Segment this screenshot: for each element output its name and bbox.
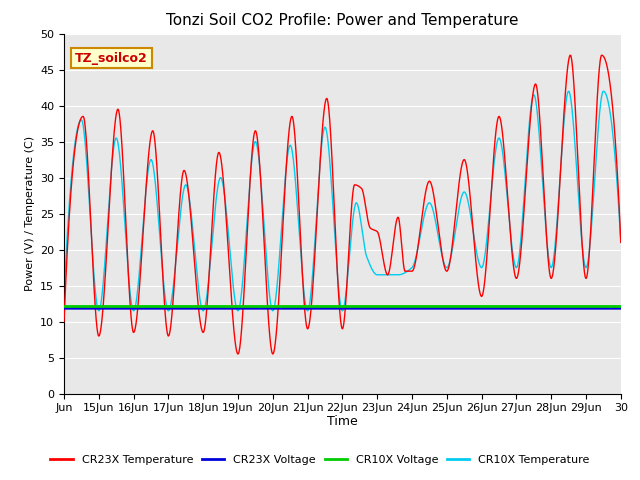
Legend: CR23X Temperature, CR23X Voltage, CR10X Voltage, CR10X Temperature: CR23X Temperature, CR23X Voltage, CR10X … (46, 451, 594, 469)
Text: TZ_soilco2: TZ_soilco2 (75, 51, 148, 65)
X-axis label: Time: Time (327, 415, 358, 428)
Title: Tonzi Soil CO2 Profile: Power and Temperature: Tonzi Soil CO2 Profile: Power and Temper… (166, 13, 518, 28)
Y-axis label: Power (V) / Temperature (C): Power (V) / Temperature (C) (24, 136, 35, 291)
